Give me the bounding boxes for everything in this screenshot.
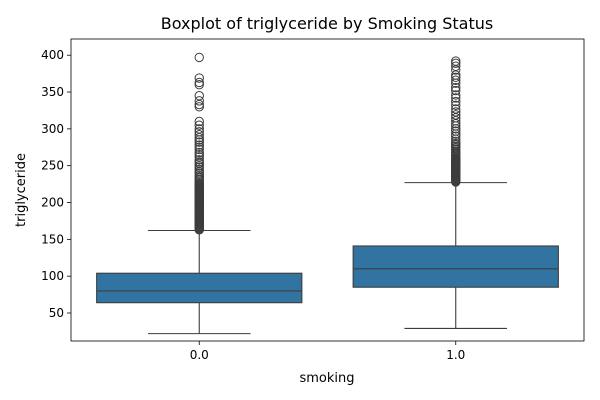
y-tick-label: 150 [41,232,64,246]
outlier-point [451,90,461,100]
outlier-point [451,75,461,85]
outlier-point [194,127,204,137]
outlier-point [194,116,204,127]
outlier-point [451,104,461,114]
y-tick-label: 200 [41,196,64,210]
axes-layer: 50 100 150 200 250 300 350 400 0.0 1.0 [41,48,465,362]
outlier-point [451,136,461,147]
outlier-point [194,77,204,88]
outlier-point [451,82,461,93]
outlier-point [451,96,461,107]
y-tick-label: 300 [41,122,64,136]
y-tick-label: 400 [41,48,64,62]
outlier-point [451,58,461,69]
outlier-point [451,70,461,80]
outlier-point [194,99,204,110]
outlier-point [194,149,204,160]
outlier-point [451,110,461,120]
outlier-point [451,107,461,117]
box-group-0.0 [96,52,303,335]
y-tick-label: 100 [41,269,64,283]
outlier-point [451,72,461,83]
y-tick-label: 50 [49,306,64,320]
outlier-point [194,142,204,152]
outlier-point [194,137,204,147]
plot-frame [70,38,585,342]
outlier-point [194,144,204,155]
outlier-point [194,157,204,167]
outlier-point [194,102,204,112]
outlier-point [194,79,204,90]
chart-title: Boxplot of triglyceride by Smoking Statu… [161,14,493,33]
y-tick-label: 350 [41,85,64,99]
outlier-point [194,120,204,130]
outlier-point [451,100,461,110]
outlier-point [194,73,204,83]
outlier-point [194,140,204,150]
iqr-box [96,272,303,304]
box-group-1.0 [352,56,559,330]
plot-layer [96,52,559,335]
outlier-point [194,130,204,140]
x-tick-label: 0.0 [190,348,209,362]
outlier-point [451,56,461,66]
outlier-point [194,164,204,175]
outlier-point [451,131,461,141]
outlier-point [194,155,204,165]
outlier-point [194,96,204,106]
outlier-point [451,93,461,103]
outlier-point [194,147,204,158]
x-tick-label: 1.0 [446,348,465,362]
outlier-point [451,61,461,71]
y-tick-label: 250 [41,159,64,173]
outlier-point [194,152,204,162]
y-axis-label: triglyceride [14,153,29,227]
outlier-point [194,124,204,134]
outlier-point [194,52,204,63]
outlier-point [194,91,204,101]
iqr-box [352,245,559,288]
outlier-point [451,85,461,96]
outlier-point [451,138,461,149]
x-axis-label: smoking [299,371,354,386]
outlier-point [451,126,461,136]
